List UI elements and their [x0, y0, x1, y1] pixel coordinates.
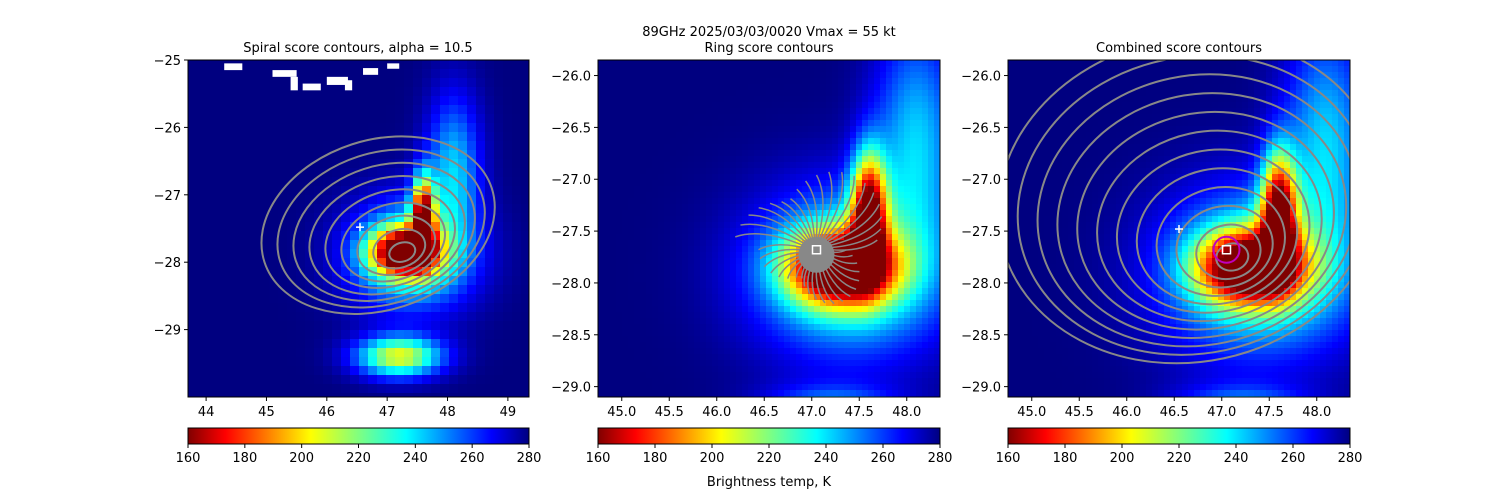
- y-tick-label: −28.5: [551, 329, 591, 344]
- colorbar-tick-label: 200: [1110, 451, 1135, 466]
- x-tick-label: 47.0: [797, 405, 826, 420]
- colorbar-tick-label: 180: [643, 451, 668, 466]
- colorbar-tick-label: 260: [871, 451, 896, 466]
- y-tick-label: −26.0: [551, 70, 591, 85]
- axes-frame: [1007, 59, 1351, 398]
- y-tick-label: −26.5: [961, 121, 1001, 136]
- x-tick-label: 47.5: [1255, 405, 1284, 420]
- missing-data-patch: [290, 76, 298, 91]
- x-tick-label: 47.5: [845, 405, 874, 420]
- missing-data-patch: [326, 76, 348, 85]
- missing-data-patch: [224, 63, 243, 71]
- colorbar-label: Brightness temp, K: [707, 475, 832, 490]
- colorbar-tick-label: 200: [700, 451, 725, 466]
- panel-ring: 45.0 45.5 46.0 46.5 47.0 47.5 48.0 −26.0 −26.5 −2…: [551, 59, 941, 420]
- x-tick-label: 46: [319, 405, 336, 420]
- axes-frame: [597, 59, 941, 398]
- y-tick-label: −28.0: [551, 277, 591, 292]
- x-tick-label: 44: [198, 405, 215, 420]
- y-tick-label: −27.0: [961, 173, 1001, 188]
- x-tick-label: 45.5: [655, 405, 684, 420]
- colorbar-tick-label: 260: [1281, 451, 1306, 466]
- score-contours: [260, 135, 496, 315]
- colorbar-tick-label: 220: [1167, 451, 1192, 466]
- y-tick-label: −26.0: [961, 70, 1001, 85]
- colorbar-combined: 160 180 200 220 240 260 280: [996, 427, 1363, 466]
- x-tick-label: 45.0: [607, 405, 636, 420]
- center-square-marker: [811, 245, 822, 255]
- y-tick-label: −29.0: [551, 381, 591, 396]
- colorbar-tick-label: 240: [403, 451, 428, 466]
- colorbar-tick-label: 280: [928, 451, 953, 466]
- y-tick-label: −25: [154, 54, 181, 69]
- ring-circle-marker: [1212, 235, 1241, 264]
- center-square-marker: [1221, 245, 1232, 255]
- colorbar-gradient: [1007, 427, 1351, 445]
- center-plus-marker: [1175, 225, 1183, 234]
- colorbar-tick-label: 180: [232, 451, 257, 466]
- colorbar-tick-label: 160: [996, 451, 1021, 466]
- y-tick-label: −27: [154, 189, 181, 204]
- x-tick-label: 46.0: [702, 405, 731, 420]
- y-tick-label: −26: [154, 121, 181, 136]
- colorbar-tick-label: 180: [1053, 451, 1078, 466]
- colorbar-tick-label: 160: [176, 451, 201, 466]
- x-tick-label: 49: [500, 405, 517, 420]
- y-tick-label: −27.5: [551, 225, 591, 240]
- colorbar-gradient: [597, 427, 941, 445]
- colorbar-ring: 160 180 200 220 240 260 280: [586, 427, 953, 466]
- colorbar-tick-label: 280: [517, 451, 542, 466]
- axes-frame: [187, 59, 530, 398]
- panel-title-spiral: Spiral score contours, alpha = 10.5: [243, 41, 472, 56]
- y-tick-label: −28.0: [961, 277, 1001, 292]
- colorbar-tick-label: 280: [1338, 451, 1363, 466]
- x-tick-label: 45.5: [1065, 405, 1094, 420]
- y-tick-label: −28.5: [961, 329, 1001, 344]
- heatmap-cells: [598, 60, 940, 397]
- x-tick-label: 47.0: [1207, 405, 1236, 420]
- colorbar-tick-label: 240: [814, 451, 839, 466]
- x-tick-label: 47: [379, 405, 396, 420]
- panel-spiral: 44 45 46 47 48 49 −25 −26 −27 −28 −29: [154, 54, 530, 420]
- panel-title-combined: Combined score contours: [1096, 41, 1262, 56]
- x-tick-label: 46.5: [750, 405, 779, 420]
- colorbar-spiral: 160 180 200 220 240 260 280: [176, 427, 542, 466]
- y-tick-label: −27.5: [961, 225, 1001, 240]
- x-tick-label: 46.0: [1112, 405, 1141, 420]
- missing-data-patch: [272, 70, 297, 77]
- y-tick-label: −27.0: [551, 173, 591, 188]
- x-tick-label: 48: [439, 405, 456, 420]
- x-tick-label: 48.0: [1302, 405, 1331, 420]
- colorbar-tick-label: 240: [1224, 451, 1249, 466]
- missing-data-patch: [363, 68, 379, 75]
- colorbar-tick-label: 220: [757, 451, 782, 466]
- x-tick-label: 45: [258, 405, 275, 420]
- y-tick-label: −29.0: [961, 381, 1001, 396]
- colorbar-tick-label: 160: [586, 451, 611, 466]
- score-contours: [1008, 60, 1350, 365]
- figure-suptitle: 89GHz 2025/03/03/0020 Vmax = 55 kt: [642, 25, 896, 40]
- x-tick-label: 48.0: [892, 405, 921, 420]
- heatmap-cells: [188, 60, 529, 397]
- colorbar-tick-label: 200: [289, 451, 314, 466]
- missing-data-patch: [387, 63, 400, 69]
- x-tick-label: 46.5: [1160, 405, 1189, 420]
- center-plus-marker: [356, 223, 365, 232]
- y-tick-label: −28: [154, 256, 181, 271]
- score-contours: [735, 171, 883, 305]
- colorbar-gradient: [187, 427, 530, 445]
- x-tick-label: 45.0: [1017, 405, 1046, 420]
- panel-title-ring: Ring score contours: [704, 41, 833, 56]
- panel-combined: 45.0 45.5 46.0 46.5 47.0 47.5 48.0 −26.0 −26.5 −2…: [961, 59, 1351, 420]
- y-tick-label: −29: [154, 324, 181, 339]
- colorbar-tick-label: 220: [346, 451, 371, 466]
- y-tick-label: −26.5: [551, 121, 591, 136]
- colorbar-tick-label: 260: [460, 451, 485, 466]
- missing-data-patch: [344, 80, 353, 91]
- missing-data-patch: [302, 83, 321, 91]
